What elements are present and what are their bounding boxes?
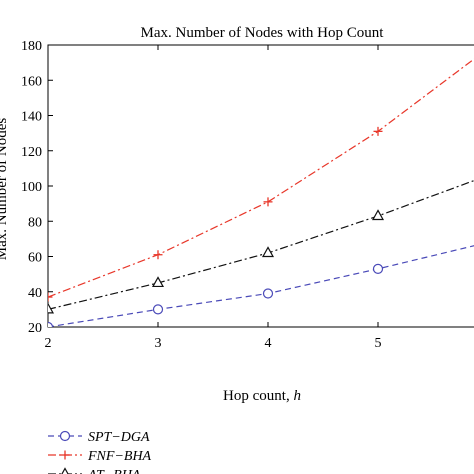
data-point <box>262 288 274 299</box>
y-axis-label: Max. Number of Nodes <box>0 118 10 261</box>
x-tick-label: 5 <box>375 336 382 351</box>
data-point <box>373 126 383 136</box>
axis-ticks: 2345620406080100120140160180 <box>21 39 382 351</box>
x-axis-label: Hop count, h <box>223 388 301 404</box>
data-point <box>48 302 55 314</box>
legend-label: SPT−DGA <box>88 430 150 445</box>
data-point <box>151 276 165 288</box>
x-tick-label: 4 <box>265 336 272 351</box>
y-tick-label: 80 <box>28 215 42 230</box>
data-point <box>371 209 385 221</box>
legend-marker <box>59 430 71 442</box>
y-tick-label: 60 <box>28 251 42 266</box>
data-point <box>153 250 163 260</box>
data-point <box>48 321 54 327</box>
series-layer <box>48 58 474 327</box>
y-tick-label: 100 <box>21 180 42 195</box>
data-point <box>152 304 164 315</box>
legend: SPT−DGA FNF−BHA AT−BHA <box>48 430 152 474</box>
legend-label: FNF−BHA <box>87 449 152 464</box>
series-line-1 <box>48 58 474 298</box>
y-tick-label: 180 <box>21 39 42 54</box>
y-tick-label: 160 <box>21 74 42 89</box>
legend-label: AT−BHA <box>87 468 141 474</box>
x-axis-label-variable: h <box>293 388 301 404</box>
series-line-2 <box>48 179 474 310</box>
data-point <box>261 246 275 258</box>
y-tick-label: 120 <box>21 145 42 160</box>
data-point <box>372 263 384 274</box>
data-point <box>48 292 53 302</box>
x-axis-label-prefix: Hop count, <box>223 388 293 404</box>
y-tick-label: 20 <box>28 321 42 336</box>
legend-marker <box>61 467 69 474</box>
y-tick-label: 140 <box>21 110 42 125</box>
y-tick-label: 40 <box>28 286 42 301</box>
plot-frame <box>47 44 474 328</box>
x-tick-label: 2 <box>45 336 52 351</box>
data-point <box>263 197 273 207</box>
x-tick-label: 3 <box>155 336 162 351</box>
legend-marker <box>60 450 70 460</box>
chart-title: Max. Number of Nodes with Hop Count <box>141 25 385 41</box>
